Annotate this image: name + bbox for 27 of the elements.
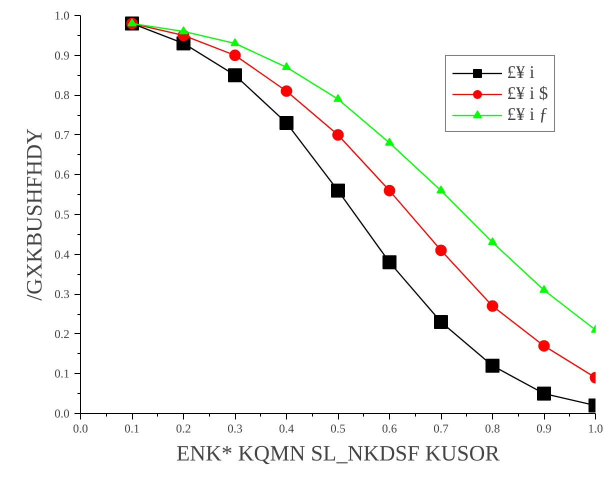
x-tick-label: 0.5 xyxy=(330,422,346,436)
legend-label: £¥ i $ xyxy=(506,83,548,104)
x-axis-title: ENK* KQMN SL_NKDSF KUSOR xyxy=(176,440,500,466)
y-tick-label: 0.9 xyxy=(54,48,70,62)
legend-label: £¥ i ƒ xyxy=(506,104,548,125)
x-tick-label: 0.8 xyxy=(485,422,500,436)
y-axis-title: /GXKBUSHFHDY xyxy=(22,128,46,301)
x-tick-label: 0.2 xyxy=(176,422,191,436)
y-tick-label: 0.3 xyxy=(54,287,70,302)
y-tick-label: 0.1 xyxy=(54,366,70,381)
x-tick-label: 1.0 xyxy=(588,422,603,436)
y-tick-label: 0.5 xyxy=(54,208,70,222)
legend-label: £¥ i xyxy=(506,62,534,83)
x-tick-label: 0.1 xyxy=(124,422,140,436)
x-tick-label: 0.7 xyxy=(434,422,448,436)
x-tick-label: 0.0 xyxy=(73,422,88,436)
y-tick-label: 0.2 xyxy=(54,326,70,341)
y-tick-label: 0.6 xyxy=(54,168,70,182)
y-tick-label: 0.0 xyxy=(54,406,70,420)
y-tick-label: 0.4 xyxy=(54,247,70,262)
x-tick-label: 0.6 xyxy=(382,422,397,436)
y-tick-label: 0.8 xyxy=(54,88,70,102)
x-tick-label: 0.4 xyxy=(279,422,294,436)
y-tick-label: 0.7 xyxy=(54,128,70,142)
x-tick-label: 0.3 xyxy=(228,422,242,436)
x-tick-label: 0.9 xyxy=(536,422,552,436)
y-tick-label: 1.0 xyxy=(54,8,70,22)
